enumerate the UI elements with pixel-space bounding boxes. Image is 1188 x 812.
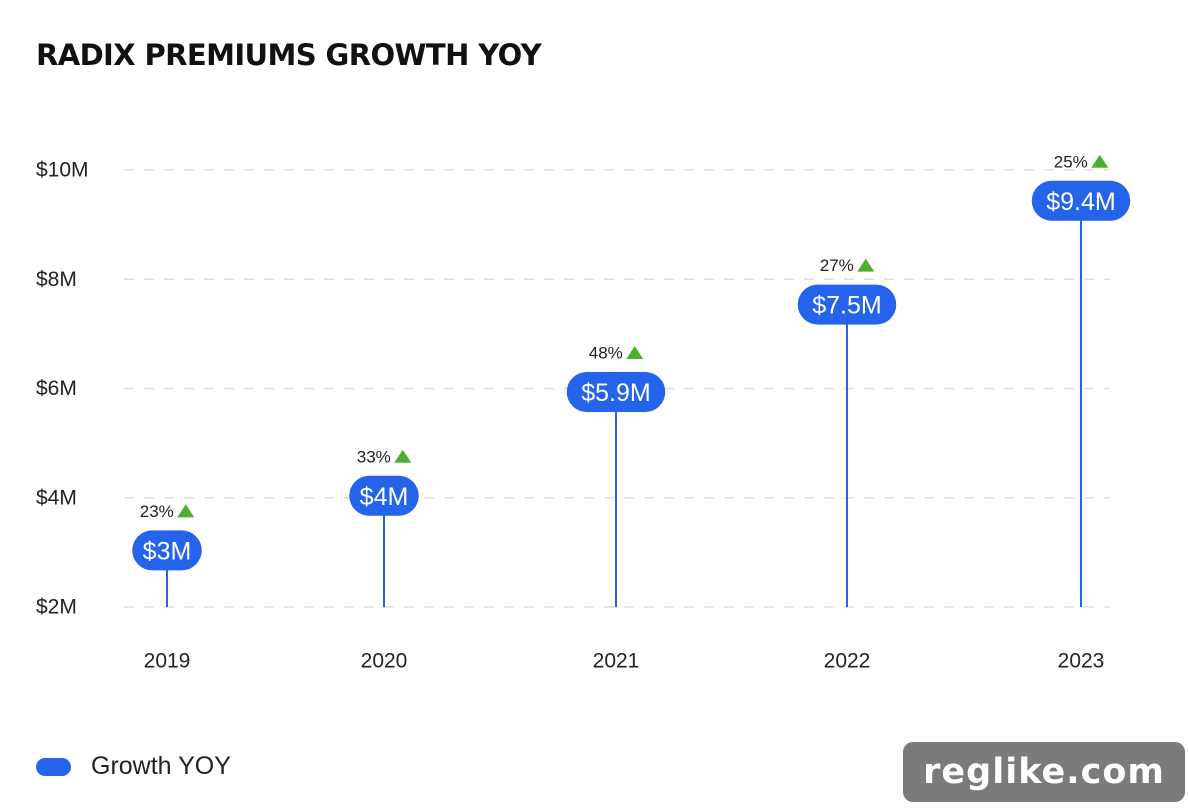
watermark-text: reglike.com bbox=[923, 752, 1165, 792]
y-tick-label: $6M bbox=[36, 377, 77, 400]
growth-label: 27% bbox=[820, 256, 854, 275]
value-label: $7.5M bbox=[812, 292, 881, 320]
growth-label: 25% bbox=[1054, 152, 1088, 171]
growth-up-icon bbox=[1091, 154, 1109, 168]
chart-title: RADIX PREMIUMS GROWTH YOY bbox=[36, 38, 542, 72]
growth-up-icon bbox=[626, 345, 644, 359]
growth-label: 48% bbox=[589, 343, 623, 362]
value-badge bbox=[797, 284, 897, 325]
growth-up-icon bbox=[857, 258, 875, 272]
x-tick-label: 2022 bbox=[824, 650, 871, 673]
value-label: $4M bbox=[360, 483, 409, 511]
growth-label: 23% bbox=[140, 502, 174, 521]
value-label: $3M bbox=[143, 537, 192, 565]
growth-up-icon bbox=[394, 449, 412, 463]
watermark-logo: reglike.com bbox=[903, 742, 1185, 802]
x-tick-label: 2021 bbox=[593, 650, 640, 673]
value-badge bbox=[349, 475, 419, 516]
growth-up-icon bbox=[177, 504, 195, 518]
y-tick-label: $2M bbox=[36, 596, 77, 619]
x-tick-label: 2019 bbox=[144, 650, 191, 673]
x-tick-label: 2020 bbox=[361, 650, 408, 673]
y-tick-label: $10M bbox=[36, 159, 89, 182]
growth-label: 33% bbox=[357, 447, 391, 466]
legend-label: Growth YOY bbox=[91, 752, 231, 780]
value-badge bbox=[1031, 180, 1131, 221]
legend: Growth YOY bbox=[36, 752, 231, 781]
value-label: $9.4M bbox=[1046, 188, 1115, 216]
x-tick-label: 2023 bbox=[1058, 650, 1105, 673]
y-tick-label: $4M bbox=[36, 486, 77, 509]
legend-swatch bbox=[36, 757, 71, 776]
value-badge bbox=[566, 371, 666, 412]
value-label: $5.9M bbox=[581, 379, 650, 407]
y-tick-label: $8M bbox=[36, 268, 77, 291]
value-badge bbox=[132, 530, 202, 571]
